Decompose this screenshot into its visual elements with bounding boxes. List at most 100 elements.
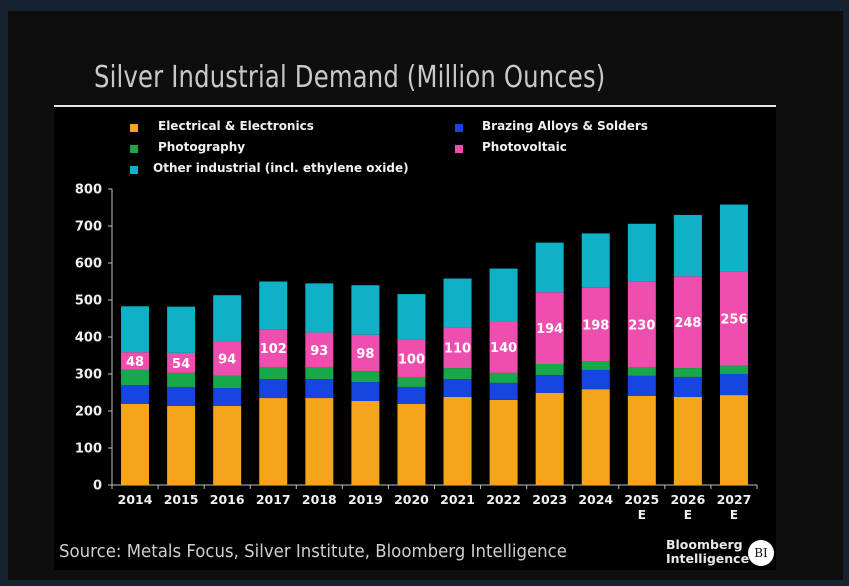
legend-swatch-electrical: [130, 124, 138, 132]
x-tick-sublabel: E: [638, 508, 646, 522]
bar-segment: [259, 366, 288, 380]
brand-line1: Bloomberg: [666, 537, 743, 552]
bar-segment: [213, 388, 242, 406]
chart-title: Silver Industrial Demand (Million Ounces…: [94, 60, 606, 95]
bar-segment: [719, 365, 748, 374]
bars: [121, 204, 748, 485]
y-tick-label: 0: [93, 479, 102, 494]
x-tick-label: 2014: [118, 492, 153, 507]
bar-segment: [535, 242, 564, 293]
bar-segment: [397, 376, 426, 387]
data-label: 94: [218, 352, 236, 367]
bar-segment: [627, 223, 656, 282]
y-tick-label: 800: [75, 183, 102, 198]
bar-segment: [351, 371, 380, 383]
bar-segment: [351, 401, 380, 485]
data-label: 93: [310, 344, 328, 359]
bar-segment: [213, 405, 242, 485]
data-label: 100: [398, 352, 425, 367]
bar-segment: [167, 352, 196, 373]
bar-segment: [167, 306, 196, 353]
bar-segment: [627, 366, 656, 376]
bar-segment: [535, 292, 564, 365]
data-label: 230: [628, 318, 655, 333]
bar-segment: [305, 366, 334, 380]
bar-segment: [443, 379, 472, 397]
bar-segment: [213, 375, 242, 389]
bar-segment: [581, 233, 610, 288]
bar-segment: [535, 364, 564, 376]
bar-segment: [443, 327, 472, 369]
bar-segment: [305, 283, 334, 333]
bar-segment: [121, 385, 150, 404]
bar-segment: [121, 352, 150, 370]
x-tick-label: 2023: [532, 492, 567, 507]
bar-segment: [581, 287, 610, 362]
bar-segment: [581, 361, 610, 370]
bar-segment: [489, 399, 518, 485]
legend-label-photovoltaic: Photovoltaic: [482, 140, 567, 154]
bar-segment: [489, 372, 518, 383]
bar-segment: [259, 379, 288, 399]
x-tick-sublabel: E: [684, 508, 692, 522]
legend-label-brazing: Brazing Alloys & Solders: [482, 119, 648, 133]
y-tick-label: 400: [75, 331, 102, 346]
legend-swatch-photography: [130, 145, 138, 153]
legend-swatch-brazing: [455, 124, 463, 132]
x-tick-label: 2017: [256, 492, 291, 507]
brand-logo: Bloomberg Intelligence: [666, 538, 749, 566]
bar-segment: [673, 214, 702, 277]
data-label: 198: [582, 318, 609, 333]
bar-segment: [443, 278, 472, 328]
x-tick-label: 2019: [348, 492, 383, 507]
bar-segment: [351, 334, 380, 372]
bar-segment: [213, 295, 242, 342]
bar-segment: [627, 375, 656, 396]
bar-segment: [167, 386, 196, 406]
bar-segment: [259, 398, 288, 485]
bar-segment: [167, 405, 196, 485]
bar-segment: [259, 281, 288, 330]
source-note: Source: Metals Focus, Silver Institute, …: [59, 541, 567, 562]
bar-segment: [489, 268, 518, 322]
bar-segment: [489, 321, 518, 373]
bar-segment: [121, 306, 150, 353]
bar-segment: [627, 281, 656, 367]
bar-segment: [351, 382, 380, 402]
bar-segment: [443, 396, 472, 485]
bar-segment: [535, 392, 564, 485]
x-tick-label: 2026: [670, 492, 705, 507]
y-tick-label: 300: [75, 368, 102, 383]
x-tick-label: 2021: [440, 492, 475, 507]
bar-segment: [719, 374, 748, 396]
bar-segment: [121, 369, 150, 386]
bar-segment: [397, 294, 426, 340]
bar-segment: [673, 368, 702, 377]
bar-segment: [121, 403, 150, 485]
x-tick-label: 2018: [302, 492, 337, 507]
legend-label-photography: Photography: [158, 140, 246, 154]
legend-swatch-photovoltaic: [455, 145, 463, 153]
legend-swatch-other: [130, 166, 138, 174]
bar-segment: [397, 339, 426, 377]
title-divider: [54, 105, 776, 107]
x-tick-label: 2024: [578, 492, 613, 507]
bar-segment: [397, 386, 426, 404]
y-tick-label: 100: [75, 442, 102, 457]
bar-segment: [535, 375, 564, 393]
x-tick-label: 2022: [486, 492, 521, 507]
data-label: 98: [356, 347, 374, 362]
data-label: 48: [126, 355, 144, 370]
legend-label-electrical: Electrical & Electronics: [158, 119, 314, 133]
bar-segment: [673, 376, 702, 397]
y-tick-label: 700: [75, 220, 102, 235]
bar-segment: [259, 329, 288, 367]
bar-segment: [673, 276, 702, 369]
data-label: 54: [172, 357, 190, 372]
bar-segment: [305, 379, 334, 399]
brand-line2: Intelligence: [666, 551, 750, 566]
bar-segment: [397, 403, 426, 485]
data-label: 102: [260, 342, 287, 357]
bar-segment: [167, 372, 196, 387]
